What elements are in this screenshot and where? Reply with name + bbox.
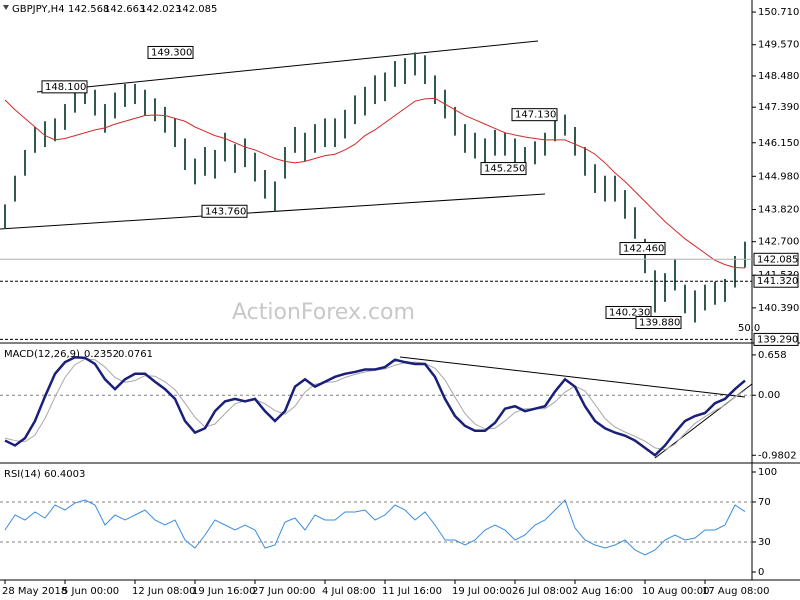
y-tick-label: 149.570 (758, 40, 799, 51)
current-price-label: 142.085 (757, 254, 798, 265)
level-label: 141.320 (757, 276, 798, 287)
x-tick-label: 26 Jul 08:00 (512, 586, 572, 597)
y-tick-label: 142.700 (758, 237, 799, 248)
annotation-label: 139.880 (639, 318, 680, 329)
x-tick-label: 19 Jul 00:00 (452, 586, 512, 597)
indicator-title: RSI(14) (4, 469, 41, 480)
indicator-readout: 0.2352 (84, 349, 119, 360)
indicator-title: MACD(12,26,9) (4, 349, 80, 360)
symbol-title: GBPJPY,H4 (12, 4, 65, 15)
annotation-label: 147.130 (515, 110, 556, 121)
annotation-label: 142.460 (623, 244, 664, 255)
y-tick-label: 150.710 (758, 7, 799, 18)
level-label: 139.290 (757, 334, 798, 345)
indicator-line (4, 355, 746, 457)
watermark: ActionForex.com (232, 300, 415, 325)
indicator-readout: 60.4003 (44, 469, 85, 480)
level-box (753, 332, 799, 346)
x-tick-label: 28 May 2018 (2, 586, 67, 597)
x-tick-label: 2 Aug 16:00 (572, 586, 633, 597)
moving-average (4, 97, 746, 269)
y-tick-label: 100 (758, 467, 777, 478)
annotation-box (480, 162, 527, 176)
ohlc-readout: 142.023 (140, 4, 181, 15)
y-tick-label: 144.980 (758, 171, 799, 182)
annotation-box (605, 305, 652, 319)
symbol-icon (3, 5, 9, 10)
annotation-box (201, 204, 248, 218)
y-tick-label: 148.480 (758, 71, 799, 82)
annotation-box (619, 242, 666, 256)
x-tick-label: 17 Aug 08:00 (702, 586, 769, 597)
indicator-line (4, 499, 746, 556)
y-tick-label: 30 (758, 537, 771, 548)
y-tick-label: -0.9802 (758, 450, 797, 461)
annotation-box (147, 45, 194, 59)
current-price-box (753, 252, 799, 266)
x-tick-label: 4 Jul 08:00 (322, 586, 376, 597)
ohlc-readout: 142.568 (68, 4, 109, 15)
annotation-label: 149.300 (151, 47, 192, 58)
x-tick-label: 5 Jun 00:00 (62, 586, 119, 597)
trend-line (36, 40, 539, 93)
annotation-box (41, 80, 88, 94)
trend-line (0, 193, 546, 230)
annotation-label: 143.760 (205, 206, 246, 217)
fib-label: 50.0 (738, 323, 760, 334)
y-tick-label: 0.00 (758, 390, 780, 401)
ohlc-readout: 142.085 (176, 4, 217, 15)
y-tick-label: 147.390 (758, 102, 799, 113)
indicator-readout: 0.0761 (118, 349, 153, 360)
annotation-label: 148.100 (45, 82, 86, 93)
x-tick-label: 19 Jun 16:00 (192, 586, 256, 597)
annotation-label: 145.250 (484, 164, 525, 175)
x-tick-label: 10 Aug 00:00 (642, 586, 709, 597)
x-tick-label: 12 Jun 08:00 (132, 586, 196, 597)
level-box (753, 274, 799, 288)
annotation-box (511, 108, 558, 122)
trend-line (399, 356, 746, 398)
x-tick-label: 11 Jul 16:00 (382, 586, 442, 597)
annotation-label: 140.230 (609, 307, 650, 318)
y-tick-label: 146.150 (758, 138, 799, 149)
x-tick-label: 27 Jun 00:00 (252, 586, 316, 597)
ohlc-readout: 142.663 (104, 4, 145, 15)
y-tick-label: 0 (758, 567, 764, 578)
annotation-box (635, 316, 682, 330)
y-tick-label: 143.820 (758, 205, 799, 216)
y-tick-label: 70 (758, 497, 771, 508)
y-tick-label: 140.390 (758, 303, 799, 314)
y-tick-label: 0.658 (758, 350, 787, 361)
